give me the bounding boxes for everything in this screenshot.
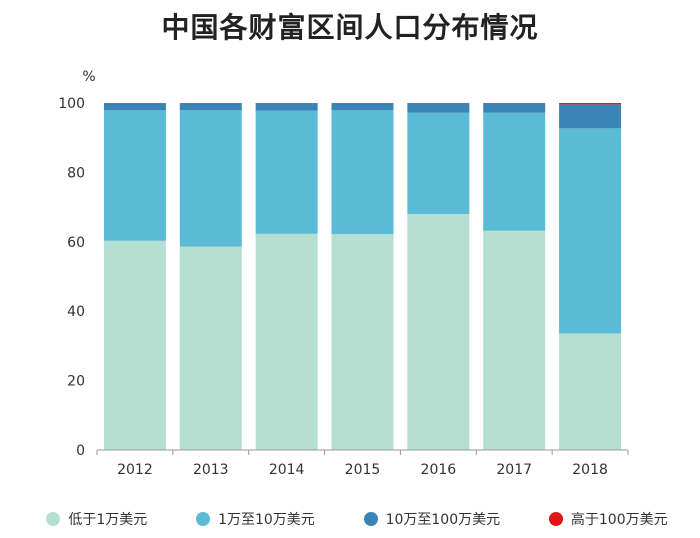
bar-2016-series-0 [407,214,470,450]
y-tick-label-100: 100 [58,96,85,112]
bar-2018-series-0 [559,333,622,450]
legend-item-3: 高于100万美元 [548,509,668,529]
bar-2012-series-0 [103,240,166,450]
bar-2016-series-2 [407,103,470,113]
y-tick-label-20: 20 [67,374,85,390]
legend-label-1: 1万至10万美元 [218,512,315,528]
x-tick-label-2014: 2014 [269,462,305,478]
bar-2015-series-1 [331,110,394,235]
legend-swatch-3 [548,512,563,526]
bar-2016-series-1 [407,112,470,215]
y-tick-label-40: 40 [67,304,85,320]
y-axis-unit-label: % [82,69,95,85]
chart-title: 中国各财富区间人口分布情况 [161,11,539,44]
bar-2017-series-0 [483,230,546,450]
legend-item-2: 10万至100万美元 [363,509,501,529]
legend-swatch-0 [46,512,61,526]
x-tick-label-2016: 2016 [421,462,457,478]
y-tick-label-0: 0 [76,443,85,459]
bar-2014-series-1 [255,110,318,234]
legend-item-0: 低于1万美元 [46,509,147,529]
x-tick-label-2015: 2015 [345,462,381,478]
bar-2017-series-1 [483,112,546,231]
bar-2017-series-2 [483,103,546,113]
bar-2018-series-1 [559,128,622,334]
bar-2015-series-0 [331,234,394,450]
legend-swatch-2 [363,512,378,526]
bar-2018-series-2 [559,104,622,129]
legend-label-2: 10万至100万美元 [385,512,501,528]
bar-2012-series-2 [103,103,166,111]
bar-2015-series-2 [331,103,394,111]
legend-label-3: 高于100万美元 [570,512,668,528]
x-tick-label-2017: 2017 [496,462,532,478]
axes: 2012 2013 2014 2015 2016 2017 2018 0 20 40 60 80 100… [58,69,629,478]
bar-2013-series-1 [179,110,242,247]
bar-2013-series-0 [179,246,242,450]
y-tick-label-60: 60 [67,235,85,251]
bar-2013-series-2 [179,103,242,111]
bar-area [103,103,622,450]
legend-label-0: 低于1万美元 [68,512,148,528]
x-tick-label-2012: 2012 [117,462,153,478]
legend: 低于1万美元 1万至10万美元 10万至100万美元 高于100万美元 [22,508,692,530]
y-tick-label-80: 80 [67,165,85,181]
bar-2018-series-3 [559,103,622,105]
bar-2012-series-1 [103,110,166,241]
legend-item-1: 1万至10万美元 [196,509,315,529]
legend-swatch-1 [196,512,211,526]
bar-2014-series-0 [255,233,318,450]
x-tick-label-2013: 2013 [193,462,229,478]
x-tick-label-2018: 2018 [572,462,608,478]
bar-2014-series-2 [255,103,318,111]
